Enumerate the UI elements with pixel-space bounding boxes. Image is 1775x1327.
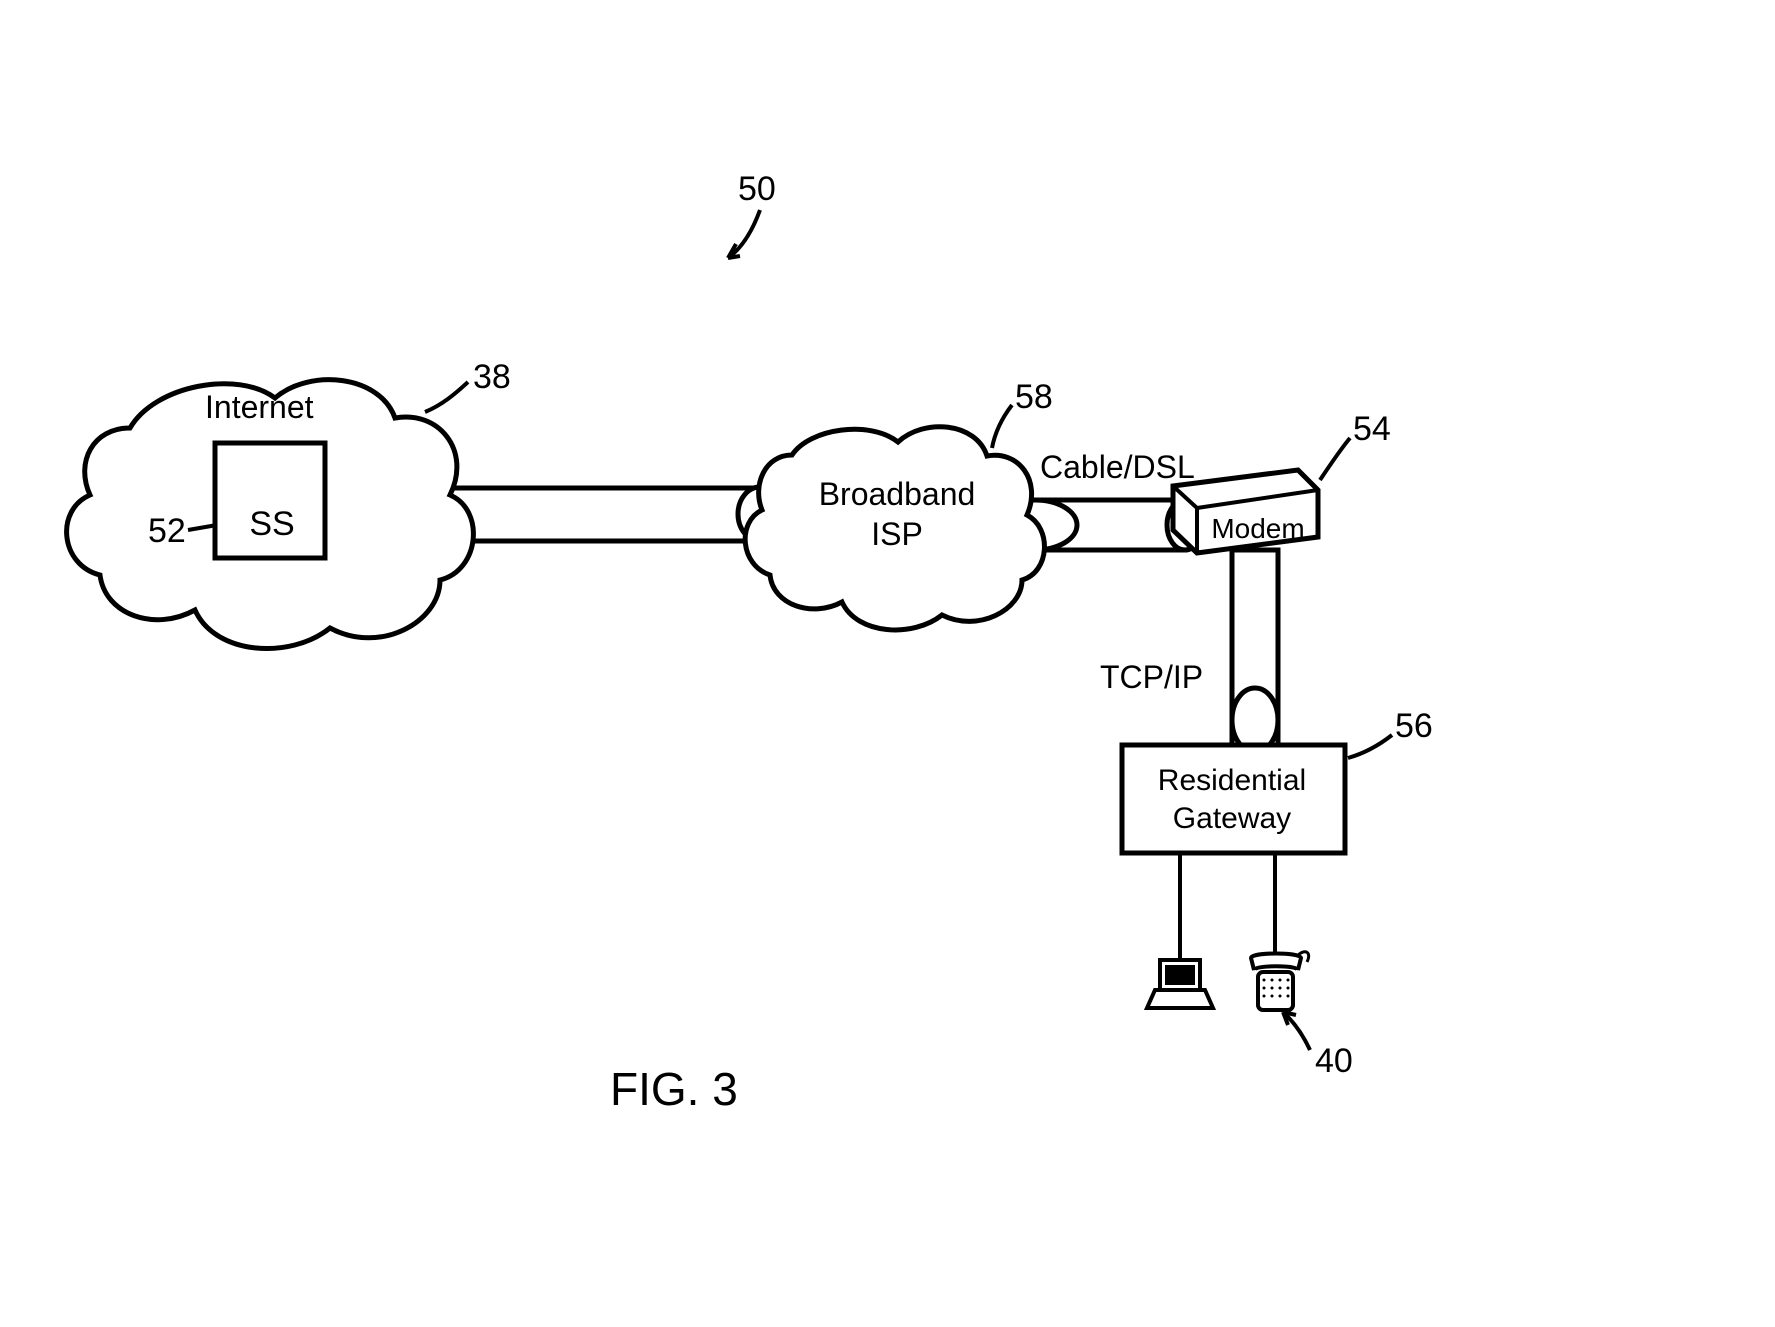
svg-text:52: 52 bbox=[148, 512, 186, 550]
isp-cloud: Broadband ISP bbox=[745, 427, 1044, 630]
cable-dsl-label: Cable/DSL bbox=[1040, 449, 1195, 485]
svg-text:38: 38 bbox=[473, 358, 511, 396]
gateway-label-1: Residential bbox=[1158, 764, 1306, 797]
isp-label-1: Broadband bbox=[819, 476, 976, 512]
gateway-box: Residential Gateway bbox=[1122, 745, 1345, 853]
ss-label: SS bbox=[249, 505, 294, 543]
diagram-canvas: Internet SS Broadband ISP Modem Resident… bbox=[0, 0, 1775, 1327]
figure-label: FIG. 3 bbox=[610, 1063, 738, 1115]
ref-54: 54 bbox=[1320, 410, 1391, 480]
internet-label: Internet bbox=[205, 389, 314, 425]
ref-56: 56 bbox=[1348, 707, 1433, 758]
svg-text:54: 54 bbox=[1353, 410, 1391, 448]
svg-text:50: 50 bbox=[738, 170, 776, 208]
isp-label-2: ISP bbox=[871, 516, 923, 552]
ref-58: 58 bbox=[992, 378, 1053, 448]
ref-40: 40 bbox=[1283, 1012, 1353, 1080]
svg-text:40: 40 bbox=[1315, 1042, 1353, 1080]
laptop-icon bbox=[1147, 960, 1213, 1008]
svg-text:58: 58 bbox=[1015, 378, 1053, 416]
pipe-modem-to-gateway bbox=[1232, 550, 1278, 752]
modem-box: Modem bbox=[1173, 470, 1318, 553]
tcpip-label: TCP/IP bbox=[1100, 659, 1203, 695]
ss-box: SS bbox=[215, 443, 325, 558]
svg-text:56: 56 bbox=[1395, 707, 1433, 745]
phone-icon bbox=[1251, 952, 1309, 1010]
ref-50: 50 bbox=[728, 170, 776, 258]
ref-38: 38 bbox=[425, 358, 511, 412]
modem-label: Modem bbox=[1211, 513, 1304, 544]
gateway-label-2: Gateway bbox=[1173, 802, 1291, 835]
